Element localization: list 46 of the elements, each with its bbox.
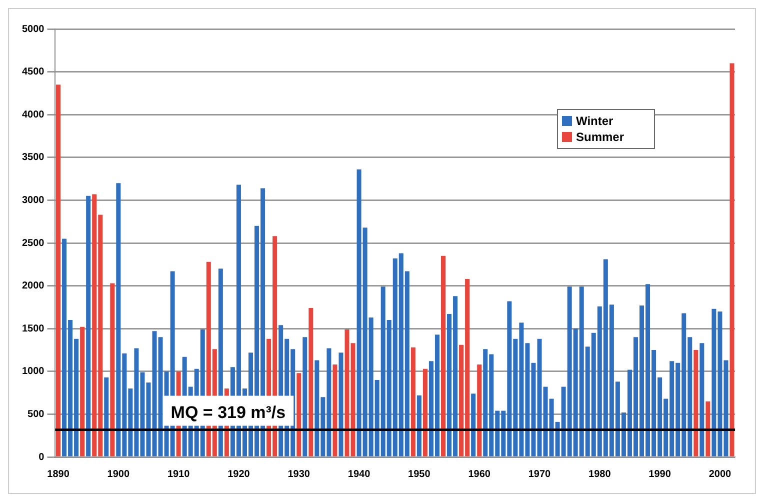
bar — [730, 63, 734, 456]
y-tick-label: 3500 — [22, 152, 45, 164]
bar — [86, 196, 91, 456]
bar — [477, 364, 482, 456]
y-tick-label: 4500 — [22, 66, 45, 78]
x-tick-label: 2000 — [708, 468, 732, 480]
bar — [332, 364, 338, 456]
bar — [471, 394, 476, 456]
y-tick-label: 2000 — [22, 280, 45, 292]
legend-label: Winter — [576, 113, 614, 129]
x-tick-label: 1960 — [468, 468, 491, 480]
bar — [80, 326, 85, 456]
x-tick-label: 1930 — [288, 468, 310, 480]
x-tick-label: 1970 — [528, 468, 552, 480]
bar — [104, 377, 109, 456]
y-tick-label: 3000 — [22, 194, 45, 206]
bar — [700, 343, 704, 456]
bar — [440, 256, 446, 456]
x-tick-label: 1980 — [588, 468, 612, 480]
bar — [422, 368, 428, 456]
bar — [308, 308, 314, 456]
bar — [706, 401, 710, 456]
y-tick-label: 0 — [38, 452, 45, 463]
x-tick-label: 1900 — [107, 468, 130, 480]
bar — [110, 283, 115, 456]
bar — [56, 84, 61, 456]
y-tick-label: 2500 — [22, 238, 45, 249]
ref-line-label: MQ = 319 m³/s — [170, 402, 286, 422]
bar — [302, 337, 308, 456]
x-tick-label: 1920 — [228, 468, 250, 480]
y-tick-label: 1500 — [22, 323, 45, 334]
bar — [694, 350, 698, 456]
x-tick-label: 1990 — [648, 468, 672, 480]
y-tick-label: 1000 — [22, 366, 45, 378]
y-tick-label: 4000 — [22, 109, 45, 120]
bar — [338, 352, 344, 456]
x-tick-label: 1890 — [47, 468, 70, 480]
bar — [410, 347, 416, 456]
legend-label: Summer — [576, 129, 624, 145]
x-tick-label: 1910 — [167, 468, 190, 480]
y-tick-label: 500 — [28, 408, 45, 420]
bar — [416, 395, 422, 456]
bar — [296, 373, 302, 456]
x-tick-label: 1950 — [408, 468, 431, 480]
y-tick-label: 5000 — [22, 24, 45, 35]
x-tick-label: 1940 — [348, 468, 371, 480]
